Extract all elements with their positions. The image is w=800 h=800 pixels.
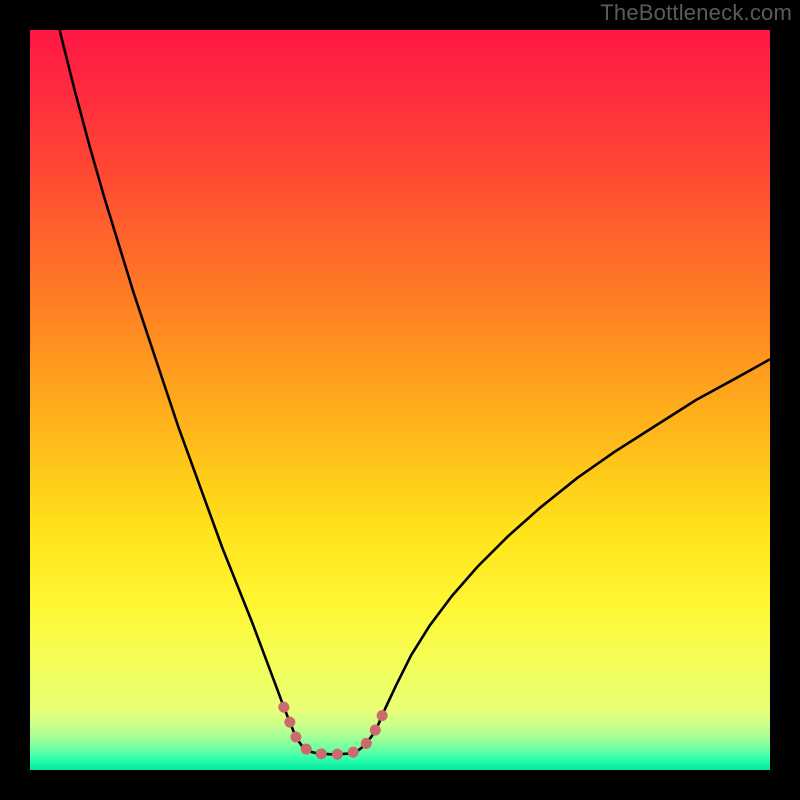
- watermark-text: TheBottleneck.com: [600, 0, 792, 26]
- chart-svg: [0, 0, 800, 800]
- plot-background: [30, 30, 770, 770]
- chart-stage: TheBottleneck.com: [0, 0, 800, 800]
